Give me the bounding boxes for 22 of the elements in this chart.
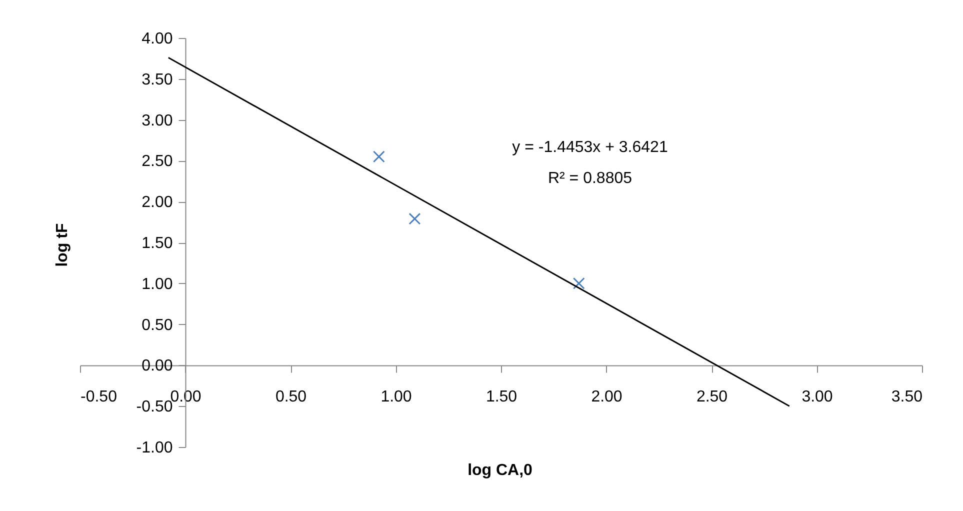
x-tick-label: 2.50: [696, 388, 728, 406]
x-tick-label: 3.00: [802, 388, 833, 406]
x-tick-label: 1.50: [486, 388, 518, 406]
y-tick-label: 3.00: [142, 112, 173, 130]
x-tick-label: 1.00: [380, 388, 412, 406]
annotation: y = -1.4453x + 3.6421: [512, 139, 668, 156]
x-tick-label: 2.00: [591, 388, 622, 406]
y-tick-label: 2.50: [142, 153, 173, 170]
x-tick-label: 3.50: [891, 388, 923, 406]
y-tick-label: -1.00: [136, 440, 173, 456]
y-tick-label: 0.00: [142, 358, 173, 375]
y-tick-label: 0.50: [142, 316, 173, 334]
y-tick-label: 1.50: [142, 235, 173, 252]
x-tick-label: -0.50: [80, 388, 118, 406]
x-axis-title: log CA,0: [468, 462, 533, 479]
x-tick-label: 0.50: [275, 388, 307, 406]
y-tick-label: 4.00: [142, 30, 173, 48]
y-tick-label: 2.00: [142, 194, 173, 212]
annotation: R² = 0.8805: [548, 170, 632, 187]
y-tick-label: 1.00: [142, 276, 173, 293]
y-tick-label: 3.50: [142, 71, 173, 88]
y-axis-title: log tF: [54, 223, 71, 267]
